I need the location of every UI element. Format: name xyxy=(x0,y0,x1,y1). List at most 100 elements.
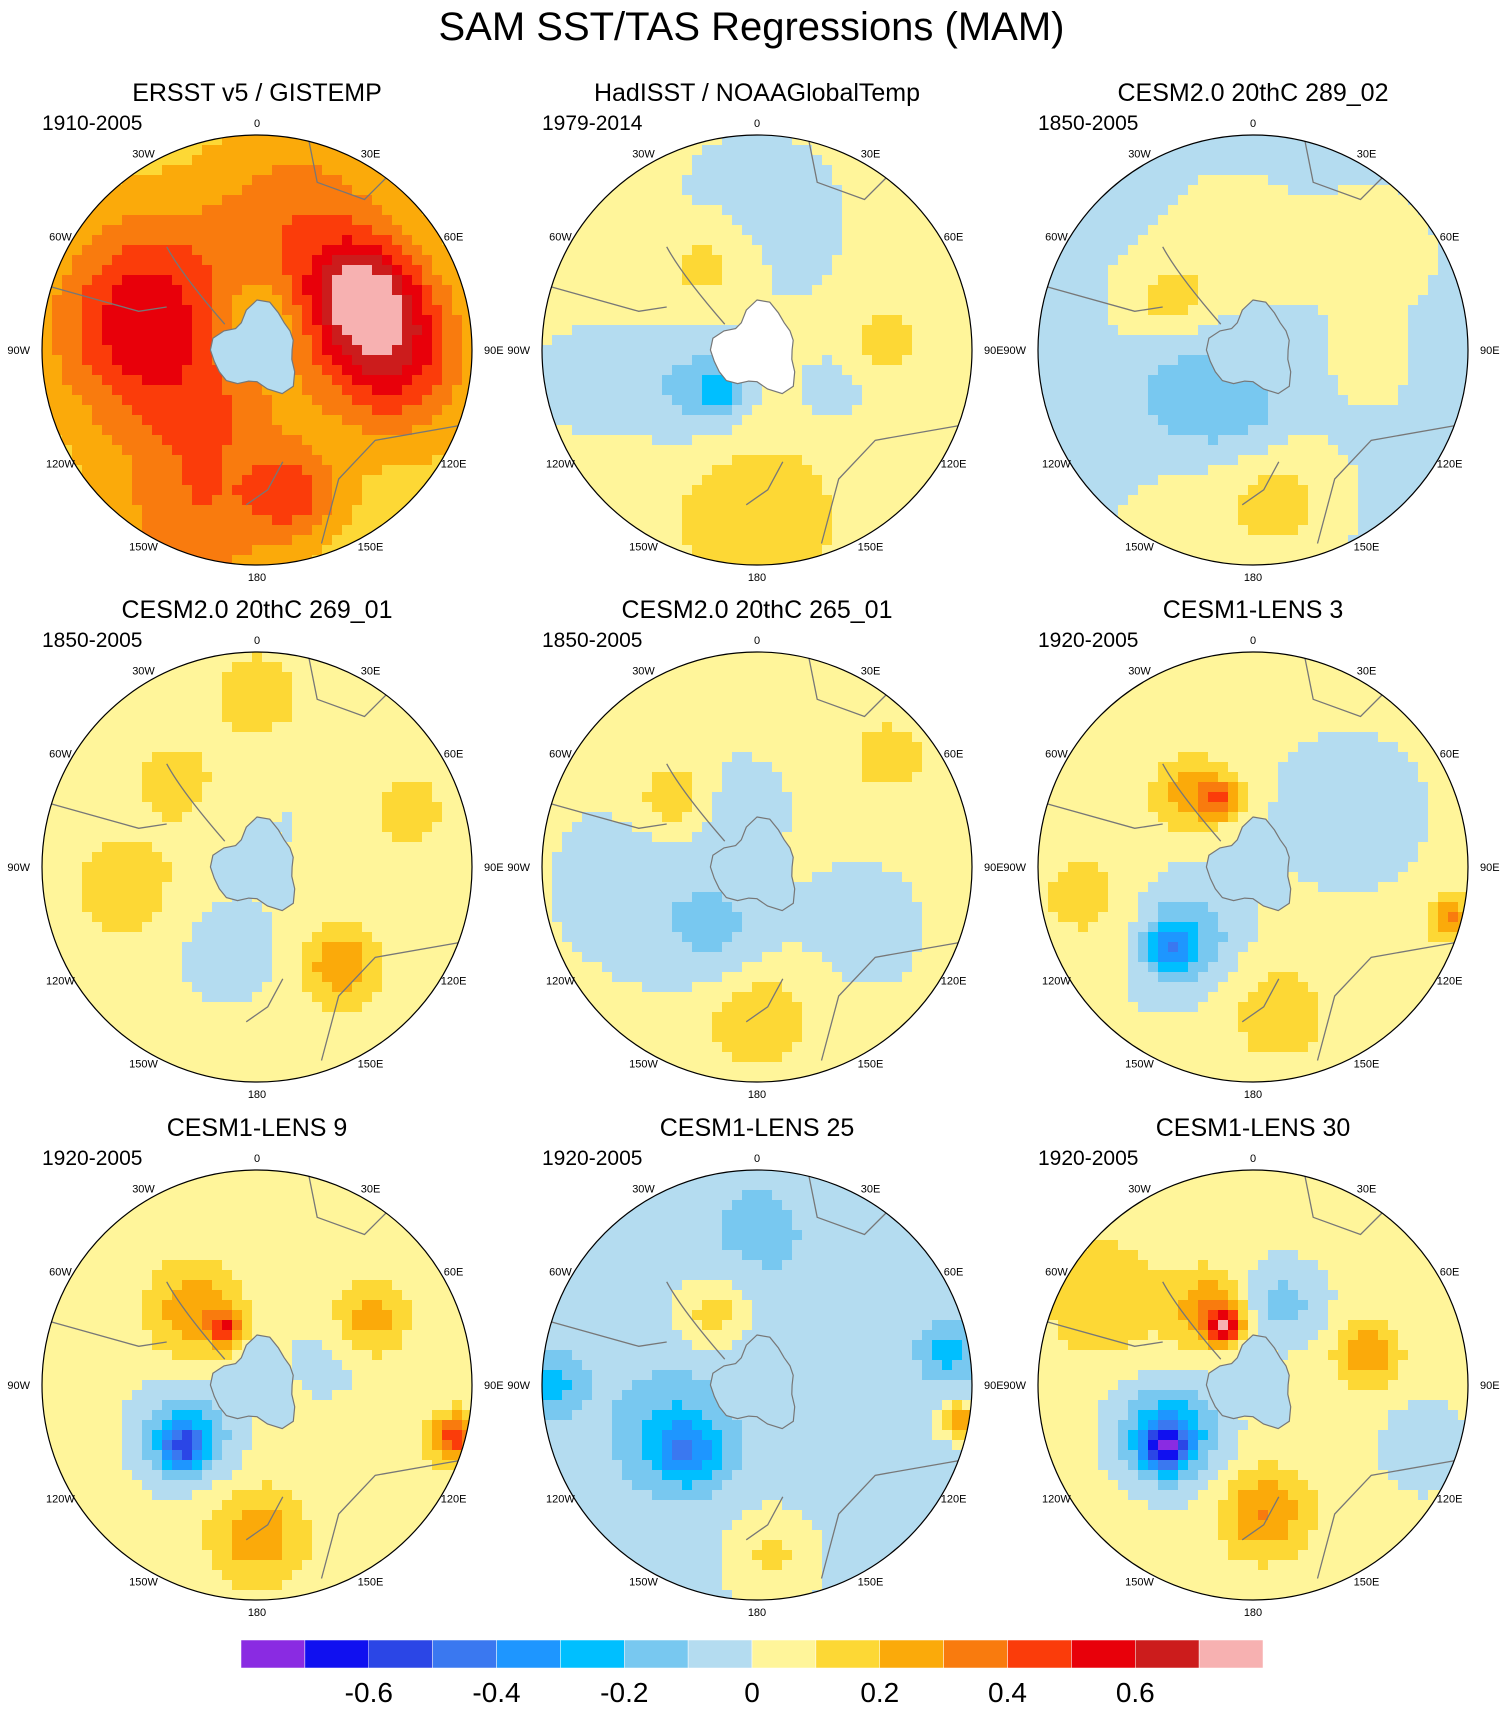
contour-cell xyxy=(72,435,83,446)
contour-cell xyxy=(812,245,823,256)
contour-cell xyxy=(712,385,723,396)
contour-cell xyxy=(312,345,323,356)
contour-cell xyxy=(182,475,193,486)
contour-cell xyxy=(722,415,733,426)
contour-cell xyxy=(1368,475,1379,486)
contour-cell xyxy=(272,485,283,496)
contour-cell xyxy=(832,455,843,466)
contour-cell xyxy=(262,455,273,466)
contour-cell xyxy=(882,355,893,366)
contour-cell xyxy=(212,215,223,226)
contour-cell xyxy=(1048,245,1059,256)
contour-cell xyxy=(222,455,233,466)
contour-cell xyxy=(1338,415,1349,426)
contour-cell xyxy=(1298,325,1309,336)
contour-cell xyxy=(1228,135,1239,146)
contour-cell xyxy=(1338,485,1349,496)
contour-cell xyxy=(1358,345,1369,356)
contour-cell xyxy=(632,245,643,256)
contour-cell xyxy=(792,145,803,156)
contour-cell xyxy=(1208,485,1219,496)
contour-cell xyxy=(1388,505,1399,516)
contour-cell xyxy=(572,435,583,446)
contour-cell xyxy=(142,185,153,196)
contour-cell xyxy=(582,275,593,286)
contour-cell xyxy=(1378,275,1389,286)
contour-cell xyxy=(612,375,623,386)
contour-cell xyxy=(1098,295,1109,306)
contour-cell xyxy=(942,375,953,386)
contour-cell xyxy=(1118,335,1129,346)
contour-cell xyxy=(332,455,343,466)
contour-cell xyxy=(162,465,173,476)
contour-cell xyxy=(1228,515,1239,526)
contour-cell xyxy=(352,702,363,713)
contour-cell xyxy=(92,455,103,466)
contour-cell xyxy=(1418,215,1429,226)
contour-cell xyxy=(342,325,353,336)
contour-cell xyxy=(1048,445,1059,456)
contour-cell xyxy=(732,395,743,406)
contour-cell xyxy=(1138,255,1149,266)
contour-cell xyxy=(622,285,633,296)
contour-cell xyxy=(62,295,73,306)
contour-cell xyxy=(232,475,243,486)
contour-cell xyxy=(582,225,593,236)
contour-field xyxy=(42,652,472,1082)
contour-cell xyxy=(402,355,413,366)
contour-cell xyxy=(872,395,883,406)
contour-cell xyxy=(902,245,913,256)
contour-cell xyxy=(1158,245,1169,256)
contour-cell xyxy=(52,445,63,456)
contour-cell xyxy=(212,535,223,546)
map-panel: 030E60E90E120E150E180150W120W90W60W30WHa… xyxy=(507,79,1003,584)
contour-cell xyxy=(1308,145,1319,156)
contour-cell xyxy=(52,375,63,386)
contour-cell xyxy=(1148,525,1159,536)
contour-cell xyxy=(1288,475,1299,486)
contour-cell xyxy=(162,525,173,536)
contour-cell xyxy=(322,475,333,486)
contour-cell xyxy=(802,305,813,316)
contour-cell xyxy=(1108,325,1119,336)
contour-cell xyxy=(422,315,433,326)
contour-cell xyxy=(112,455,123,466)
contour-cell xyxy=(1118,185,1129,196)
contour-cell xyxy=(302,662,313,673)
contour-cell xyxy=(882,465,893,476)
contour-cell xyxy=(822,545,833,556)
contour-cell xyxy=(712,265,723,276)
contour-cell xyxy=(142,355,153,366)
contour-cell xyxy=(682,285,693,296)
contour-cell xyxy=(102,275,113,286)
contour-cell xyxy=(1198,345,1209,356)
contour-cell xyxy=(732,135,743,146)
contour-cell xyxy=(1218,475,1229,486)
contour-cell xyxy=(822,425,833,436)
contour-cell xyxy=(772,165,783,176)
contour-cell xyxy=(602,315,613,326)
contour-cell xyxy=(422,285,433,296)
contour-cell xyxy=(762,505,773,516)
contour-cell xyxy=(152,295,163,306)
contour-cell xyxy=(82,435,93,446)
contour-cell xyxy=(802,165,813,176)
contour-cell xyxy=(1378,485,1389,496)
contour-cell xyxy=(602,445,613,456)
contour-cell xyxy=(162,732,173,743)
contour-cell xyxy=(1318,165,1329,176)
contour-cell xyxy=(122,195,133,206)
contour-cell xyxy=(1358,525,1369,536)
contour-cell xyxy=(932,285,943,296)
contour-cell xyxy=(1318,245,1329,256)
contour-cell xyxy=(1408,195,1419,206)
contour-cell xyxy=(352,165,363,176)
contour-cell xyxy=(622,195,633,206)
contour-cell xyxy=(612,195,623,206)
contour-cell xyxy=(622,165,633,176)
contour-cell xyxy=(1238,215,1249,226)
contour-cell xyxy=(1118,245,1129,256)
contour-cell xyxy=(672,205,683,216)
contour-cell xyxy=(1398,445,1409,456)
contour-cell xyxy=(72,355,83,366)
